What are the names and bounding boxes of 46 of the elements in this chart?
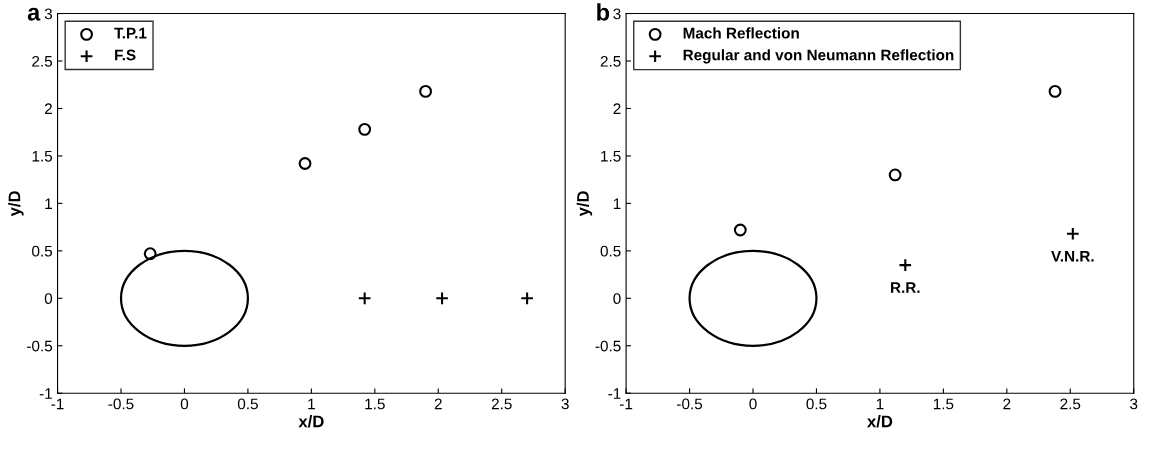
x-tick-label: 2 xyxy=(434,398,442,410)
x-axis-title: x/D xyxy=(867,415,893,428)
legend-label: Regular and von Neumann Reflection xyxy=(683,49,954,64)
chart-title: a xyxy=(27,7,41,21)
x-tick-label: 1 xyxy=(876,398,884,410)
y-tick-label: 0 xyxy=(44,293,53,305)
x-tick-label: 0 xyxy=(749,398,757,410)
x-tick-label: 0 xyxy=(180,398,189,410)
y-tick-label: 1.5 xyxy=(601,150,621,162)
y-tick-label: -1 xyxy=(39,388,52,399)
x-tick-label: 2 xyxy=(1003,398,1011,410)
y-tick-label: -0.5 xyxy=(27,340,53,352)
y-tick-label: 2.5 xyxy=(600,55,621,67)
y-axis-title: y/D xyxy=(576,191,593,217)
y-tick-label: 2 xyxy=(613,103,621,115)
x-tick-label: 2.5 xyxy=(1060,398,1081,410)
y-tick-label: 3 xyxy=(44,8,53,20)
y-tick-label: 0.5 xyxy=(32,245,53,257)
x-tick-label: 1.5 xyxy=(365,398,385,410)
y-tick-label: 0.5 xyxy=(600,245,621,257)
x-tick-label: -0.5 xyxy=(677,398,703,410)
legend-label: Mach Reflection xyxy=(683,27,799,39)
annotation: R.R. xyxy=(891,282,920,293)
x-tick-label: 1.5 xyxy=(933,398,954,410)
y-tick-label: 1.5 xyxy=(32,150,53,162)
y-tick-label: 0 xyxy=(613,293,621,305)
y-tick-label: -0.5 xyxy=(595,340,621,352)
legend-label: T.P.1 xyxy=(114,27,147,39)
y-tick-label: 2.5 xyxy=(32,55,53,67)
x-axis-title: x/D xyxy=(298,415,324,428)
x-tick-label: 0.5 xyxy=(237,398,258,410)
legend-label: F.S xyxy=(115,49,136,61)
x-tick-label: -0.5 xyxy=(108,398,134,410)
y-tick-label: 1 xyxy=(45,198,52,209)
x-tick-label: 3 xyxy=(561,398,569,410)
chart-title: b xyxy=(597,3,610,21)
x-tick-label: 0.5 xyxy=(806,398,827,410)
y-tick-label: 1 xyxy=(613,198,621,209)
x-tick-label: 3 xyxy=(1130,398,1138,410)
y-tick-label: -1 xyxy=(608,388,621,399)
y-tick-label: 2 xyxy=(44,103,52,115)
y-axis-title: y/D xyxy=(8,191,24,217)
y-tick-label: 3 xyxy=(613,8,621,20)
annotation: V.N.R. xyxy=(1051,251,1094,262)
x-tick-label: 2.5 xyxy=(491,398,512,410)
x-tick-label: 1 xyxy=(308,398,315,410)
